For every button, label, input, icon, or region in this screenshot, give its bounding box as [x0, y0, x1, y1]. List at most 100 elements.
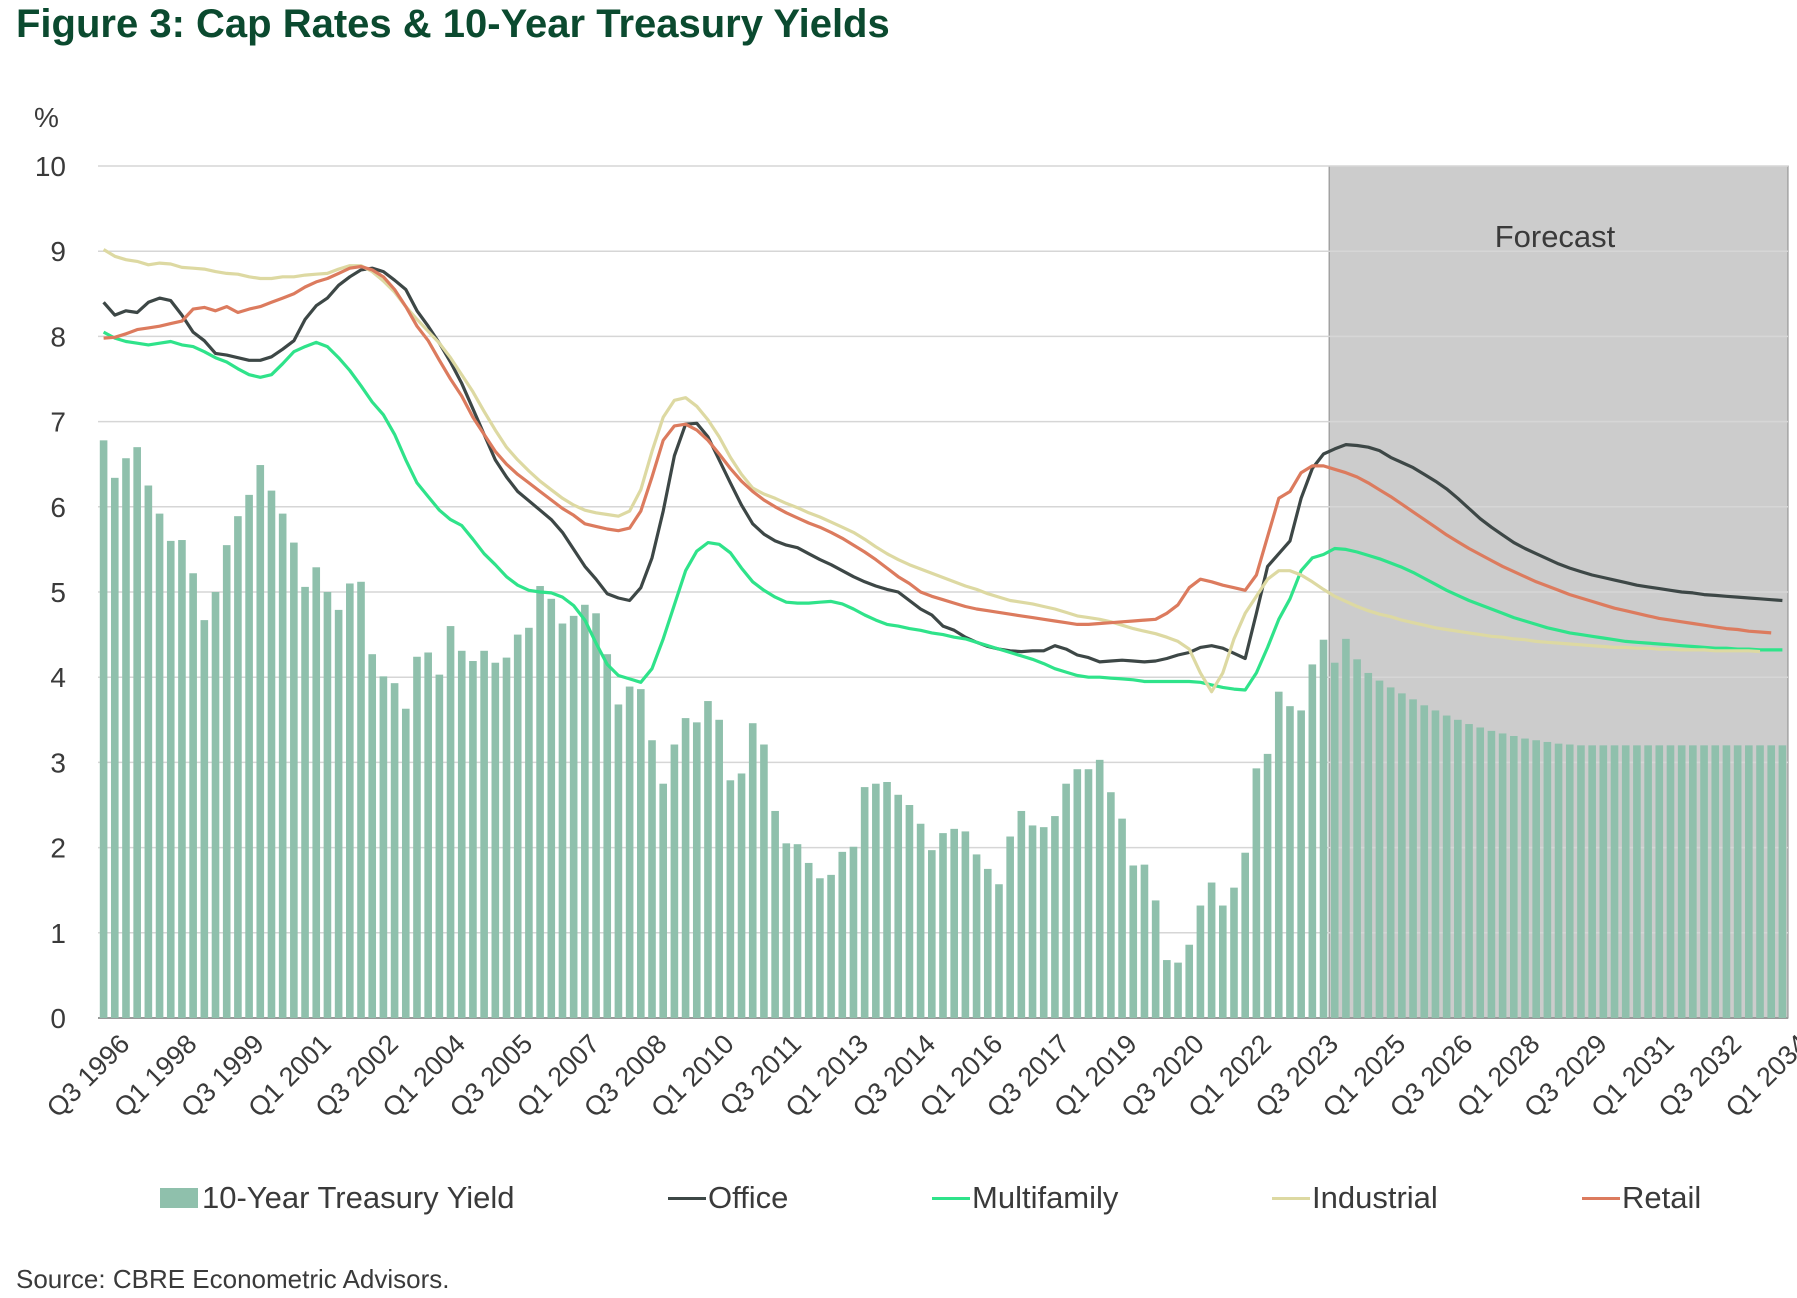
- treasury-bar: [692, 722, 701, 1018]
- treasury-bar: [983, 868, 992, 1018]
- treasury-bar: [950, 828, 958, 1018]
- treasury-bar: [592, 613, 600, 1018]
- treasury-bar: [1509, 735, 1518, 1018]
- treasury-bar: [1521, 738, 1529, 1018]
- treasury-bar: [681, 718, 690, 1018]
- legend-label-treasury: 10-Year Treasury Yield: [202, 1180, 515, 1215]
- legend-item-office: Office: [668, 1178, 788, 1218]
- y-tick-label: 5: [50, 577, 66, 608]
- treasury-bar: [1756, 745, 1764, 1018]
- treasury-bar: [905, 805, 914, 1018]
- treasury-bar: [995, 884, 1003, 1018]
- treasury-bar: [144, 485, 153, 1018]
- treasury-bar: [704, 701, 712, 1018]
- treasury-bar: [1711, 745, 1720, 1018]
- forecast-label: Forecast: [1495, 219, 1616, 254]
- treasury-bar: [110, 477, 119, 1018]
- treasury-bar: [1442, 715, 1451, 1018]
- line-multifamily: [102, 330, 1783, 692]
- treasury-bar: [1330, 662, 1339, 1018]
- treasury-bar: [558, 623, 567, 1018]
- treasury-bar: [491, 662, 500, 1018]
- treasury-bar: [1487, 730, 1496, 1018]
- treasury-bar: [1375, 680, 1384, 1018]
- treasury-bar: [1666, 745, 1675, 1018]
- treasury-bar: [939, 833, 947, 1018]
- treasury-bar: [1263, 753, 1272, 1018]
- treasury-bar: [1028, 825, 1037, 1018]
- legend-swatch-industrial: [1272, 1196, 1310, 1200]
- treasury-bar: [334, 609, 343, 1018]
- y-axis-unit: %: [34, 102, 59, 133]
- legend-swatch-multifamily: [932, 1196, 970, 1200]
- line-office: [102, 266, 1783, 664]
- treasury-bar: [603, 654, 612, 1018]
- legend-swatch-office: [668, 1196, 706, 1200]
- treasury-bar: [346, 583, 354, 1018]
- treasury-bar: [1051, 816, 1059, 1018]
- treasury-bar: [827, 874, 835, 1018]
- treasury-bar: [961, 831, 970, 1018]
- treasury-bar: [1577, 745, 1585, 1018]
- treasury-bar: [1532, 740, 1540, 1018]
- treasury-bar: [648, 740, 656, 1018]
- treasury-bar: [1140, 864, 1149, 1018]
- y-tick-label: 6: [50, 492, 66, 523]
- treasury-bar: [1084, 769, 1093, 1018]
- treasury-bar: [502, 657, 511, 1018]
- treasury-bar: [760, 744, 768, 1018]
- y-tick-label: 7: [50, 407, 66, 438]
- treasury-bar: [804, 862, 813, 1018]
- legend-item-retail: Retail: [1582, 1178, 1701, 1218]
- treasury-bar: [1062, 783, 1070, 1018]
- treasury-bar: [189, 573, 197, 1018]
- y-tick-label: 8: [50, 321, 66, 352]
- treasury-bar: [446, 626, 455, 1018]
- treasury-bar: [1274, 691, 1283, 1018]
- treasury-bar: [133, 447, 141, 1018]
- treasury-bar: [1297, 710, 1305, 1018]
- treasury-bar: [401, 708, 410, 1018]
- treasury-bar: [782, 843, 791, 1018]
- y-tick-label: 10: [35, 151, 66, 182]
- treasury-bar: [793, 844, 802, 1018]
- treasury-bar: [1644, 745, 1652, 1018]
- treasury-bar: [1498, 733, 1507, 1018]
- line-retail: [103, 264, 1772, 635]
- treasury-bar: [222, 545, 231, 1018]
- treasury-bar: [1655, 745, 1664, 1018]
- treasury-bar: [1319, 639, 1328, 1018]
- treasury-bar: [547, 598, 556, 1018]
- treasury-bar: [894, 794, 903, 1018]
- series-lines: [102, 248, 1783, 694]
- treasury-bar: [413, 656, 421, 1018]
- treasury-bar: [1420, 705, 1429, 1018]
- treasury-bar: [1017, 810, 1026, 1018]
- legend-item-industrial: Industrial: [1272, 1178, 1438, 1218]
- y-tick-label: 0: [50, 1003, 66, 1034]
- treasury-bar: [1677, 745, 1686, 1018]
- treasury-bar: [379, 676, 388, 1018]
- treasury-bar: [1364, 672, 1373, 1018]
- treasury-bar: [1745, 745, 1753, 1018]
- treasury-bar: [1039, 827, 1048, 1018]
- legend-label-office: Office: [708, 1180, 789, 1215]
- y-tick-label: 4: [50, 662, 66, 693]
- treasury-bar: [256, 465, 265, 1018]
- treasury-bar: [816, 878, 824, 1018]
- treasury-bar: [1554, 743, 1563, 1018]
- treasury-bar: [368, 654, 377, 1018]
- legend-label-multifamily: Multifamily: [972, 1180, 1119, 1215]
- treasury-bar: [211, 592, 220, 1018]
- treasury-bar: [155, 513, 164, 1018]
- treasury-bar: [916, 823, 925, 1018]
- treasury-bar: [715, 719, 723, 1018]
- treasury-bar: [390, 683, 399, 1018]
- treasury-bar: [581, 604, 589, 1018]
- treasury-bar: [1767, 745, 1776, 1018]
- treasury-bar: [748, 723, 757, 1018]
- treasury-bar: [860, 787, 869, 1018]
- treasury-bar: [726, 780, 735, 1018]
